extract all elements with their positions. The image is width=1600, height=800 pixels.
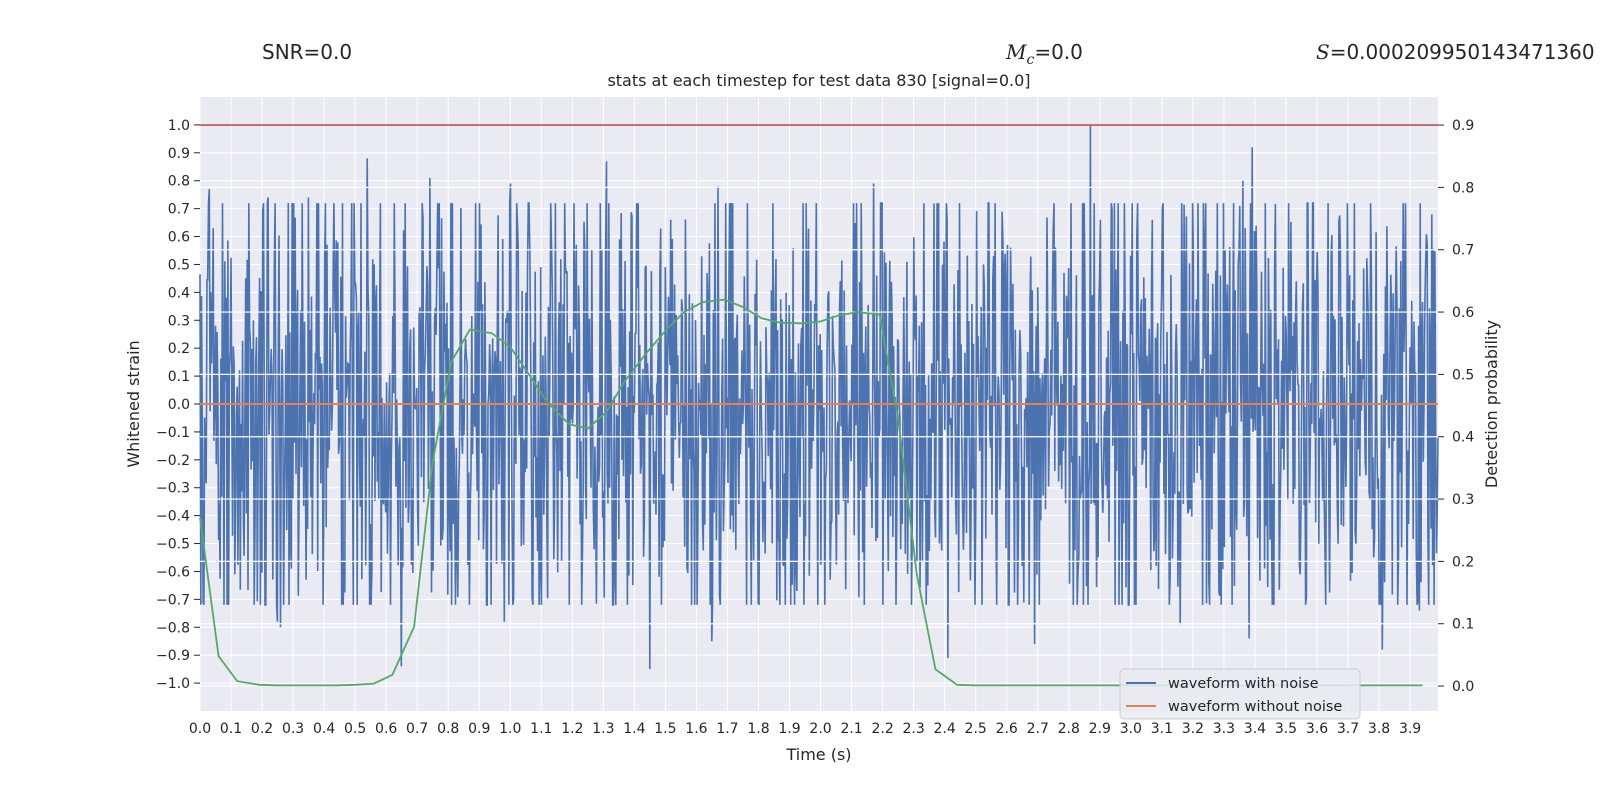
x-tick-label: 1.8	[747, 721, 769, 737]
left-tick-label: 0.8	[168, 174, 190, 190]
x-tick-label: 2.2	[871, 721, 893, 737]
left-tick-label: 0.1	[168, 369, 190, 385]
x-tick-label: 2.8	[1058, 721, 1080, 737]
x-tick-label: 3.0	[1120, 721, 1142, 737]
x-tick-label: 3.6	[1306, 721, 1328, 737]
left-tick-label: 0.6	[168, 230, 190, 246]
x-tick-label: 1.4	[623, 721, 645, 737]
right-tick-label: 0.5	[1452, 367, 1474, 383]
x-tick-label: 0.3	[282, 721, 304, 737]
right-axis-ticks: 0.9 0.8 0.7 0.6 0.5 0.4 0.3 0.2 0.1 0.0	[1438, 118, 1474, 695]
x-tick-label: 2.1	[840, 721, 862, 737]
right-tick-label: 0.7	[1452, 243, 1474, 259]
x-tick-label: 2.0	[809, 721, 831, 737]
chirp-mass-value: =0.0	[1034, 40, 1083, 64]
x-tick-label: 3.4	[1244, 721, 1266, 737]
x-tick-label: 1.7	[716, 721, 738, 737]
left-tick-label: −1.0	[156, 676, 190, 692]
left-tick-label: 0.7	[168, 202, 190, 218]
x-axis-ticks: 0.0 0.1 0.2 0.3 0.4 0.5 0.6 0.7 0.8 0.9 1.0 1.1 1.2 1…	[189, 721, 1421, 737]
x-tick-label: 3.9	[1399, 721, 1421, 737]
left-tick-label: −0.9	[156, 648, 190, 664]
x-tick-label: 0.7	[406, 721, 428, 737]
left-tick-label: −0.1	[156, 425, 190, 441]
right-tick-label: 0.9	[1452, 118, 1474, 134]
x-tick-label: 2.4	[934, 721, 956, 737]
x-axis-label: Time (s)	[785, 745, 851, 764]
legend-label: waveform without noise	[1168, 699, 1342, 715]
right-tick-label: 0.3	[1452, 492, 1474, 508]
chart-title: stats at each timestep for test data 830…	[607, 71, 1031, 90]
left-tick-label: 0.2	[168, 341, 190, 357]
x-tick-label: 2.7	[1027, 721, 1049, 737]
legend: waveform with noise waveform without nois…	[1119, 668, 1361, 720]
chirp-mass-label: Mc=0.0	[1006, 40, 1083, 68]
x-tick-label: 2.6	[996, 721, 1018, 737]
right-tick-label: 0.2	[1452, 554, 1474, 570]
score-symbol: S	[1316, 40, 1330, 64]
x-tick-label: 3.5	[1275, 721, 1297, 737]
legend-label: waveform with noise	[1168, 676, 1319, 692]
x-tick-label: 0.6	[375, 721, 397, 737]
x-tick-label: 3.1	[1151, 721, 1173, 737]
right-axis-label: Detection probability	[1482, 320, 1501, 488]
chirp-mass-subscript: c	[1026, 52, 1035, 68]
left-tick-label: −0.4	[156, 509, 190, 525]
noisy-waveform-line	[199, 124, 1439, 670]
x-tick-label: 1.3	[592, 721, 614, 737]
score-value: =0.000209950143471360	[1329, 40, 1595, 64]
legend-box	[1119, 668, 1361, 720]
right-tick-label: 0.4	[1452, 430, 1474, 446]
x-tick-label: 1.6	[685, 721, 707, 737]
x-tick-label: 3.3	[1213, 721, 1235, 737]
chirp-mass-symbol: M	[1006, 40, 1027, 64]
right-tick-label: 0.8	[1452, 180, 1474, 196]
x-tick-label: 3.7	[1337, 721, 1359, 737]
right-tick-label: 0.0	[1452, 679, 1474, 695]
x-tick-label: 1.2	[561, 721, 583, 737]
left-tick-label: −0.5	[156, 537, 190, 553]
noisy-waveform-series	[199, 124, 1439, 670]
right-tick-label: 0.6	[1452, 305, 1474, 321]
left-tick-label: −0.7	[156, 592, 190, 608]
left-tick-label: 0.3	[168, 313, 190, 329]
x-tick-label: 0.0	[189, 721, 211, 737]
x-tick-label: 0.1	[220, 721, 242, 737]
x-tick-label: 1.1	[530, 721, 552, 737]
left-tick-label: 0.0	[168, 397, 190, 413]
left-tick-label: 1.0	[168, 118, 190, 134]
left-tick-label: −0.6	[156, 564, 190, 580]
left-axis-label: Whitened strain	[124, 340, 143, 467]
left-tick-label: 0.5	[168, 257, 190, 273]
x-tick-label: 2.3	[903, 721, 925, 737]
x-tick-label: 0.5	[344, 721, 366, 737]
x-tick-label: 2.9	[1089, 721, 1111, 737]
right-axis-grid	[200, 124, 1438, 687]
right-tick-label: 0.1	[1452, 617, 1474, 633]
x-tick-label: 0.2	[251, 721, 273, 737]
left-tick-label: −0.2	[156, 453, 190, 469]
x-tick-label: 3.2	[1182, 721, 1204, 737]
snr-label: SNR=0.0	[262, 40, 353, 64]
x-tick-label: 0.8	[437, 721, 459, 737]
x-tick-label: 1.0	[499, 721, 521, 737]
x-tick-label: 2.5	[965, 721, 987, 737]
x-tick-label: 0.9	[468, 721, 490, 737]
left-tick-label: 0.4	[168, 285, 190, 301]
left-tick-label: 0.9	[168, 146, 190, 162]
x-tick-label: 0.4	[313, 721, 335, 737]
left-axis-ticks: 1.0 0.9 0.8 0.7 0.6 0.5 0.4 0.3 0.2 0.1 0.0 −0.1 −0.…	[156, 118, 200, 692]
x-tick-label: 1.5	[654, 721, 676, 737]
x-tick-label: 3.8	[1368, 721, 1390, 737]
left-tick-label: −0.3	[156, 481, 190, 497]
x-tick-label: 1.9	[778, 721, 800, 737]
score-label: S=0.000209950143471360	[1316, 40, 1595, 64]
left-tick-label: −0.8	[156, 620, 190, 636]
